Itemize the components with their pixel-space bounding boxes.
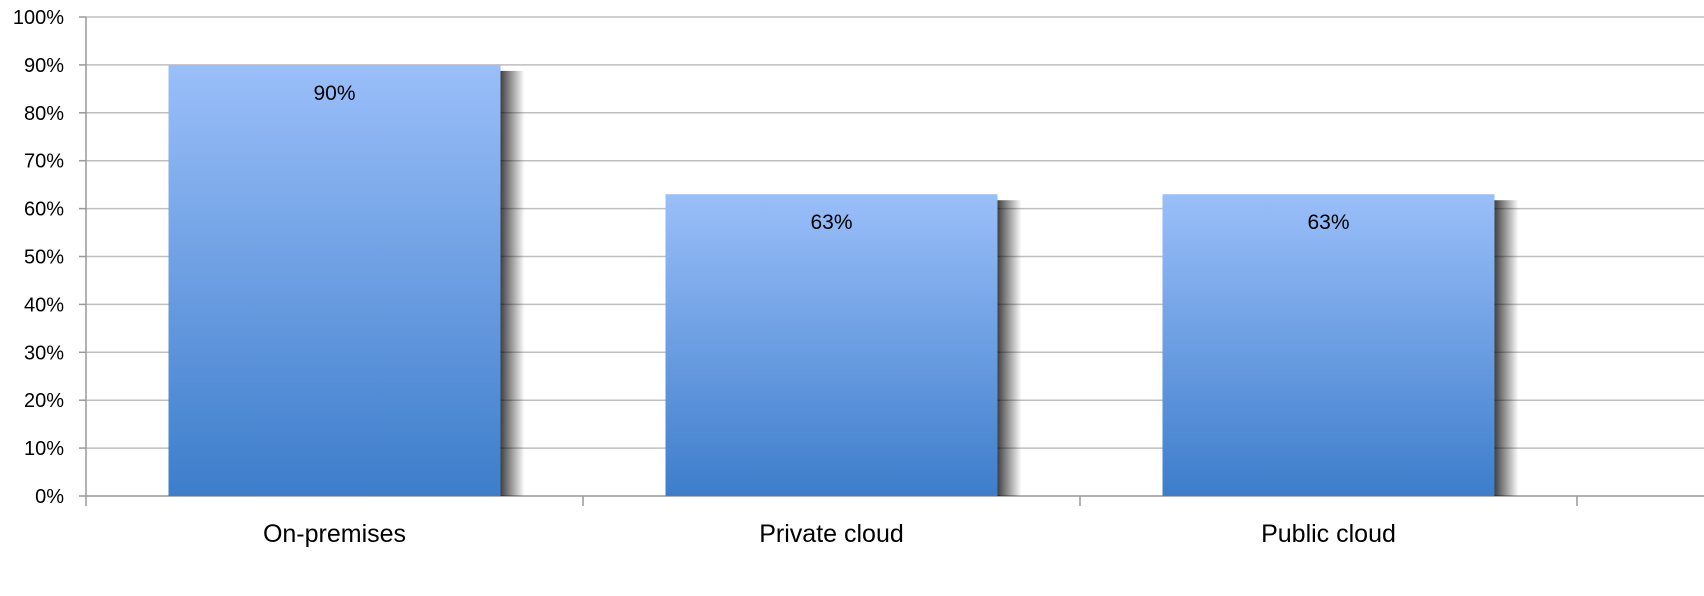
y-tick-label: 80%	[24, 103, 64, 125]
bar-shadow	[997, 200, 1022, 497]
bars	[168, 64, 1519, 497]
category-label: On-premises	[263, 520, 406, 548]
y-tick-label: 60%	[24, 199, 64, 221]
y-tick-label: 20%	[24, 390, 64, 412]
bar	[168, 64, 501, 497]
y-tick-label: 100%	[13, 7, 64, 29]
bar	[1162, 194, 1495, 497]
data-label: 63%	[810, 211, 852, 234]
data-label: 90%	[313, 82, 355, 105]
bar	[665, 194, 998, 497]
y-tick-label: 30%	[24, 342, 64, 364]
y-tick-label: 40%	[24, 294, 64, 316]
bar-shadow	[1494, 200, 1519, 497]
labels: 0% 10% 20% 30% 40% 50% 60% 70% 80% 90% 100% 90% On-p…	[13, 7, 1396, 548]
bar-shadow	[500, 70, 525, 497]
category-label: Public cloud	[1261, 520, 1396, 548]
data-label: 63%	[1307, 211, 1349, 234]
y-tick-label: 10%	[24, 438, 64, 460]
y-tick-label: 0%	[35, 486, 64, 508]
y-tick-label: 90%	[24, 55, 64, 77]
y-tick-label: 50%	[24, 247, 64, 269]
y-tick-label: 70%	[24, 151, 64, 173]
category-label: Private cloud	[759, 520, 904, 548]
